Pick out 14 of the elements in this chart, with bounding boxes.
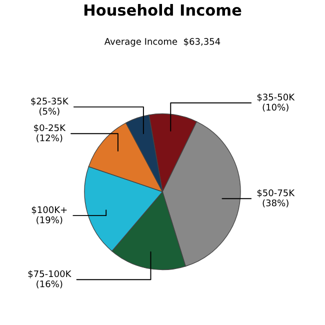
- chart-title: Household Income: [84, 4, 242, 16]
- data-label: (16%): [36, 280, 62, 288]
- slice-label: $100K+: [32, 206, 67, 214]
- data-label: (38%): [262, 199, 288, 208]
- slice-label: $25-35K: [31, 98, 69, 106]
- slice-label: $75-100K: [28, 270, 72, 278]
- data-label: (19%): [36, 216, 62, 224]
- slice-label: $50-75K: [257, 189, 295, 198]
- slice-label: $0-25K: [34, 124, 66, 132]
- data-label: (10%): [262, 104, 288, 112]
- chart-subtitle: Average Income $63,354: [104, 38, 220, 47]
- data-label: (5%): [39, 108, 60, 116]
- slice-label: $35-50K: [257, 94, 295, 102]
- data-label: (12%): [36, 134, 62, 142]
